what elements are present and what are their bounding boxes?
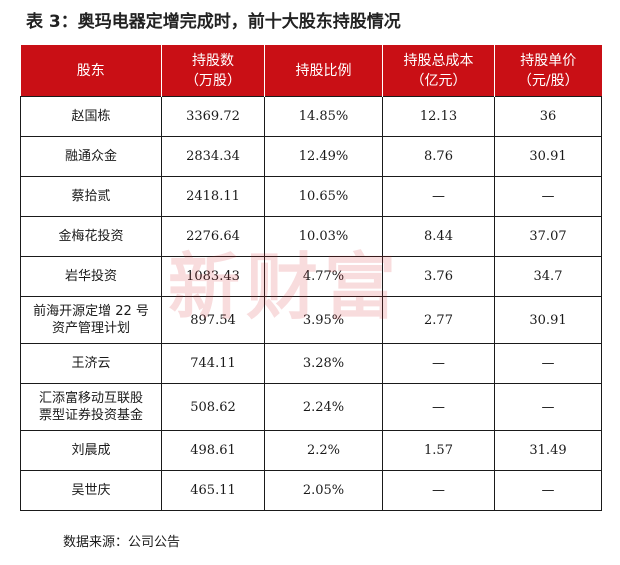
cell-unit-price: 30.91 (494, 296, 602, 344)
shareholder-name: 岩华投资 (64, 269, 117, 284)
header-total-cost: 持股总成本 （亿元） (382, 45, 495, 97)
header-shares: 持股数 （万股） (161, 45, 265, 97)
cell-unit-price: 31.49 (494, 430, 602, 471)
cell-shares: 465.11 (161, 470, 265, 511)
cell-shareholder: 蔡拾贰 (20, 176, 162, 217)
cell-unit-price: — (494, 343, 602, 384)
shareholder-name: 赵国栋 (71, 109, 111, 124)
cell-shareholder: 赵国栋 (20, 96, 162, 137)
data-source-note: 数据来源：公司公告 (63, 535, 181, 550)
shareholder-name: 吴世庆 (71, 483, 111, 498)
shareholder-table-container: 股东 持股数 （万股） 持股比例 持股总成本 （亿元） 持股单价 （元/股） 赵国栋 … (20, 45, 602, 511)
table-row: 前海开源定增 22 号资产管理计划 897.54 3.95% 2.77 30.9… (20, 296, 602, 344)
cell-total-cost: 12.13 (382, 96, 495, 137)
shareholder-name-line1: 前海开源定增 22 号 (33, 304, 149, 319)
cell-shares: 508.62 (161, 383, 265, 431)
cell-total-cost: — (382, 383, 495, 431)
cell-unit-price: — (494, 176, 602, 217)
cell-shares: 498.61 (161, 430, 265, 471)
header-unit: （元/股） (517, 72, 579, 89)
cell-unit-price: — (494, 383, 602, 431)
cell-ratio: 2.24% (264, 383, 383, 431)
cell-shareholder: 王济云 (20, 343, 162, 384)
cell-ratio: 2.05% (264, 470, 383, 511)
shareholder-table: 股东 持股数 （万股） 持股比例 持股总成本 （亿元） 持股单价 （元/股） 赵国栋 … (20, 45, 602, 511)
cell-ratio: 4.77% (264, 256, 383, 297)
cell-ratio: 2.2% (264, 430, 383, 471)
cell-shareholder: 岩华投资 (20, 256, 162, 297)
table-row: 岩华投资 1083.43 4.77% 3.76 34.7 (20, 256, 602, 297)
cell-shares: 1083.43 (161, 256, 265, 297)
cell-ratio: 14.85% (264, 96, 383, 137)
table-row: 赵国栋 3369.72 14.85% 12.13 36 (20, 96, 602, 137)
cell-ratio: 10.65% (264, 176, 383, 217)
cell-total-cost: 3.76 (382, 256, 495, 297)
shareholder-name: 蔡拾贰 (71, 189, 111, 204)
cell-shareholder: 融通众金 (20, 136, 162, 177)
cell-unit-price: 37.07 (494, 216, 602, 257)
shareholder-name: 融通众金 (64, 149, 117, 164)
shareholder-name: 刘晨成 (71, 443, 111, 458)
table-row: 王济云 744.11 3.28% — — (20, 343, 602, 384)
cell-shares: 2834.34 (161, 136, 265, 177)
header-line: 持股总成本 (403, 52, 474, 69)
cell-ratio: 12.49% (264, 136, 383, 177)
table-title: 表 3：奥玛电器定增完成时，前十大股东持股情况 (26, 12, 401, 32)
cell-shareholder: 汇添富移动互联股 票型证券投资基金 (20, 383, 162, 431)
header-line: 持股比例 (295, 62, 352, 79)
cell-shares: 2276.64 (161, 216, 265, 257)
header-line: 股东 (76, 62, 105, 79)
header-ratio: 持股比例 (264, 45, 383, 97)
table-row: 蔡拾贰 2418.11 10.65% — — (20, 176, 602, 217)
cell-total-cost: — (382, 343, 495, 384)
header-unit: （万股） (185, 72, 241, 89)
cell-total-cost: 1.57 (382, 430, 495, 471)
cell-total-cost: 8.76 (382, 136, 495, 177)
cell-unit-price: 30.91 (494, 136, 602, 177)
cell-unit-price: 36 (494, 96, 602, 137)
shareholder-name: 金梅花投资 (58, 229, 124, 244)
cell-total-cost: 8.44 (382, 216, 495, 257)
header-shareholder: 股东 (20, 45, 162, 97)
cell-total-cost: — (382, 470, 495, 511)
shareholder-name-line1: 汇添富移动互联股 (38, 391, 143, 406)
cell-total-cost: — (382, 176, 495, 217)
shareholder-name: 王济云 (71, 356, 111, 371)
table-row: 刘晨成 498.61 2.2% 1.57 31.49 (20, 430, 602, 471)
table-row: 吴世庆 465.11 2.05% — — (20, 470, 602, 511)
cell-shares: 897.54 (161, 296, 265, 344)
header-line: 持股单价 (520, 52, 577, 69)
table-row: 汇添富移动互联股 票型证券投资基金 508.62 2.24% — — (20, 383, 602, 431)
header-line: 持股数 (192, 52, 234, 69)
cell-shareholder: 金梅花投资 (20, 216, 162, 257)
shareholder-name-line2: 资产管理计划 (51, 321, 130, 336)
cell-ratio: 3.28% (264, 343, 383, 384)
cell-unit-price: — (494, 470, 602, 511)
cell-shares: 2418.11 (161, 176, 265, 217)
table-header-row: 股东 持股数 （万股） 持股比例 持股总成本 （亿元） 持股单价 （元/股） (20, 45, 602, 97)
cell-shareholder: 前海开源定增 22 号资产管理计划 (20, 296, 162, 344)
header-unit: （亿元） (410, 72, 467, 89)
cell-shareholder: 刘晨成 (20, 430, 162, 471)
header-unit-price: 持股单价 （元/股） (494, 45, 602, 97)
shareholder-name-line2: 票型证券投资基金 (38, 408, 143, 423)
cell-unit-price: 34.7 (494, 256, 602, 297)
cell-total-cost: 2.77 (382, 296, 495, 344)
table-row: 金梅花投资 2276.64 10.03% 8.44 37.07 (20, 216, 602, 257)
cell-shares: 3369.72 (161, 96, 265, 137)
cell-ratio: 10.03% (264, 216, 383, 257)
table-row: 融通众金 2834.34 12.49% 8.76 30.91 (20, 136, 602, 177)
cell-ratio: 3.95% (264, 296, 383, 344)
cell-shareholder: 吴世庆 (20, 470, 162, 511)
cell-shares: 744.11 (161, 343, 265, 384)
